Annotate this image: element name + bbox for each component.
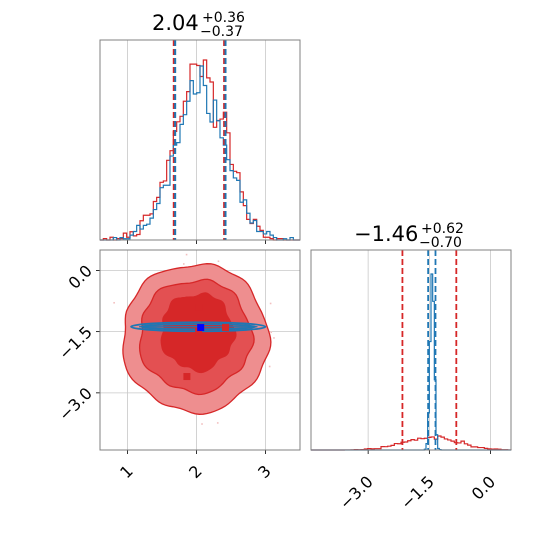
title-param1: 2.04 +0.36 −0.37 xyxy=(152,10,245,40)
x-tick-label-2d: 2 xyxy=(185,461,206,482)
scatter-point xyxy=(269,302,272,305)
x-tick-label-right: −1.5 xyxy=(397,472,438,513)
x-tick-label-right: −3.0 xyxy=(336,472,377,513)
title-param1-minus: −0.37 xyxy=(200,24,243,40)
x-tick-label-right: 0.0 xyxy=(468,472,499,503)
title-param2-minus: −0.70 xyxy=(419,235,462,251)
histogram-panel-param1 xyxy=(99,39,301,244)
histogram-panel-param2: −3.0 −1.5 0.0 xyxy=(310,249,512,513)
marker-red xyxy=(222,324,230,332)
scatter-point xyxy=(216,422,219,424)
title-param1-plus: +0.36 xyxy=(202,10,245,26)
frame-right xyxy=(310,249,512,451)
marker-red xyxy=(195,303,203,311)
histogram-series-red-param2 xyxy=(311,435,512,451)
x-tick-label-2d: 1 xyxy=(116,461,137,482)
title-param1-value: 2.04 xyxy=(152,11,199,35)
frame-2d xyxy=(99,249,301,451)
scatter-point xyxy=(268,365,271,368)
scatter-point xyxy=(217,260,220,263)
scatter-point xyxy=(185,253,188,256)
scatter-point xyxy=(273,337,275,339)
histogram-series-blue-param1 xyxy=(100,65,300,241)
density-panel-2d: 1 2 3 0.0 −1.5 −3.0 xyxy=(55,249,301,482)
scatter-point xyxy=(113,301,115,304)
histogram-series-blue-param2 xyxy=(311,273,511,451)
marker-blue xyxy=(197,324,205,332)
title-param2-value: −1.46 xyxy=(354,222,418,246)
marker-red xyxy=(195,328,203,336)
x-tick-label-2d: 3 xyxy=(254,461,275,482)
marker-red xyxy=(183,373,191,381)
scatter-point xyxy=(182,263,185,265)
scatter-point xyxy=(270,331,273,334)
title-param2-plus: +0.62 xyxy=(421,221,464,237)
y-tick-label-2d: −3.0 xyxy=(55,384,96,425)
frame-top xyxy=(99,39,301,241)
scatter-point xyxy=(201,423,203,425)
title-param2: −1.46 +0.62 −0.70 xyxy=(354,221,464,251)
y-tick-label-2d: −1.5 xyxy=(55,322,96,363)
y-tick-label-2d: 0.0 xyxy=(64,261,95,292)
